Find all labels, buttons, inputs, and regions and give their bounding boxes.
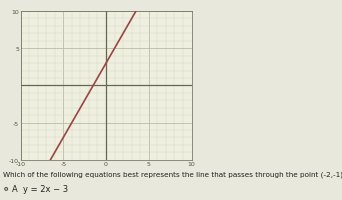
Text: Which of the following equations best represents the line that passes through th: Which of the following equations best re… [3,171,342,177]
Text: A  y = 2x − 3: A y = 2x − 3 [12,185,68,193]
